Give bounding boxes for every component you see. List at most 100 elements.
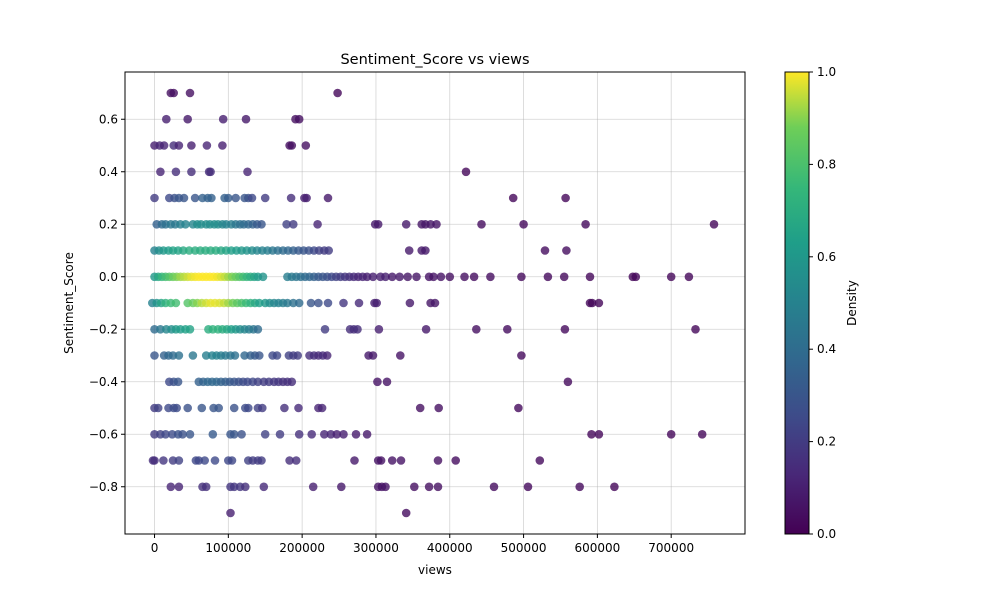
x-tick-label: 500000 — [501, 541, 547, 555]
scatter-point — [257, 220, 266, 229]
scatter-point — [181, 220, 190, 229]
scatter-point — [587, 298, 597, 308]
scatter-point — [166, 482, 176, 492]
x-tick-label: 700000 — [648, 541, 694, 555]
scatter-point — [575, 482, 584, 492]
scatter-point — [214, 403, 223, 413]
scatter-point — [523, 482, 533, 492]
scatter-point — [323, 193, 333, 203]
scatter-point — [260, 193, 270, 203]
scatter-point — [353, 325, 362, 334]
colorbar-tick-label: 0.2 — [817, 435, 836, 449]
scatter-point — [351, 430, 361, 439]
scatter-point — [433, 482, 443, 492]
scatter-point — [594, 298, 604, 308]
scatter-point — [560, 325, 570, 334]
scatter-point — [244, 403, 253, 413]
scatter-point — [421, 246, 430, 255]
scatter-point — [190, 193, 200, 203]
scatter-point — [561, 193, 570, 203]
scatter-point — [230, 351, 240, 360]
scatter-point — [339, 298, 348, 308]
chart-title: Sentiment_Score vs views — [340, 52, 529, 68]
scatter-point — [201, 482, 211, 492]
scatter-point — [218, 141, 227, 150]
scatter-point — [382, 377, 392, 387]
scatter-point — [285, 456, 294, 465]
scatter-point — [666, 430, 676, 439]
scatter-point — [396, 351, 405, 360]
x-tick-label: 0 — [151, 541, 159, 555]
scatter-point — [323, 298, 333, 308]
scatter-point — [169, 88, 178, 98]
scatter-point — [283, 298, 292, 308]
scatter-point — [337, 482, 346, 492]
scatter-point — [156, 325, 165, 334]
scatter-point — [469, 272, 479, 282]
scatter-point — [302, 193, 311, 203]
y-tick-label: 0.2 — [99, 217, 118, 231]
scatter-point — [581, 220, 590, 229]
scatter-point — [258, 403, 267, 413]
scatter-point — [272, 351, 282, 360]
scatter-point — [308, 482, 318, 492]
scatter-point — [167, 430, 177, 439]
scatter-point — [339, 430, 348, 439]
scatter-point — [503, 325, 512, 334]
scatter-point — [424, 482, 434, 492]
scatter-point — [395, 272, 404, 282]
scatter-point — [326, 430, 336, 439]
scatter-point — [254, 298, 264, 308]
scatter-point — [666, 272, 676, 282]
scatter-point — [150, 430, 159, 439]
scatter-point — [426, 220, 435, 229]
scatter-point — [421, 325, 431, 334]
scatter-point — [432, 220, 441, 229]
x-tick-label: 300000 — [353, 541, 399, 555]
scatter-point — [201, 351, 211, 360]
scatter-point — [206, 167, 215, 177]
scatter-point — [313, 220, 322, 229]
y-axis-label: Sentiment_Score — [62, 252, 76, 354]
scatter-point — [168, 456, 178, 465]
scatter-point — [333, 88, 342, 98]
colorbar-tick-label: 1.0 — [817, 65, 836, 79]
scatter-point — [178, 430, 187, 439]
scatter-point — [519, 220, 528, 229]
scatter-point — [210, 456, 220, 465]
scatter-point — [434, 403, 444, 413]
scatter-point — [258, 272, 268, 282]
colorbar-tick-label: 0.4 — [817, 342, 836, 356]
scatter-point — [372, 298, 382, 308]
scatter-point — [543, 272, 553, 282]
scatter-point — [381, 272, 390, 282]
scatter-point — [540, 246, 550, 255]
scatter-point — [247, 193, 257, 203]
scatter-point — [697, 430, 707, 439]
scatter-point — [229, 430, 239, 439]
scatter-point — [226, 508, 235, 518]
scatter-point — [317, 403, 327, 413]
plot-area: 0 100000 200000 300000 400000 500000 600000 700… — [89, 71, 746, 555]
scatter-point — [373, 377, 382, 387]
scatter-point — [183, 114, 192, 124]
scatter-point — [171, 167, 181, 177]
scatter-point — [396, 456, 406, 465]
scatter-point — [631, 272, 641, 282]
scatter-point — [218, 114, 228, 124]
scatter-point — [289, 298, 298, 308]
scatter-point — [168, 351, 178, 360]
scatter-point — [387, 456, 397, 465]
scatter-point — [405, 298, 415, 308]
scatter-point — [150, 456, 159, 465]
scatter-point — [354, 298, 364, 308]
colorbar-frame — [784, 71, 810, 535]
scatter-point — [207, 193, 216, 203]
scatter-point — [293, 351, 303, 360]
scatter-point — [403, 272, 413, 282]
scatter-point — [179, 193, 189, 203]
scatter-point — [410, 482, 419, 492]
scatter-point — [445, 272, 455, 282]
y-tick-label: 0.6 — [99, 112, 118, 126]
